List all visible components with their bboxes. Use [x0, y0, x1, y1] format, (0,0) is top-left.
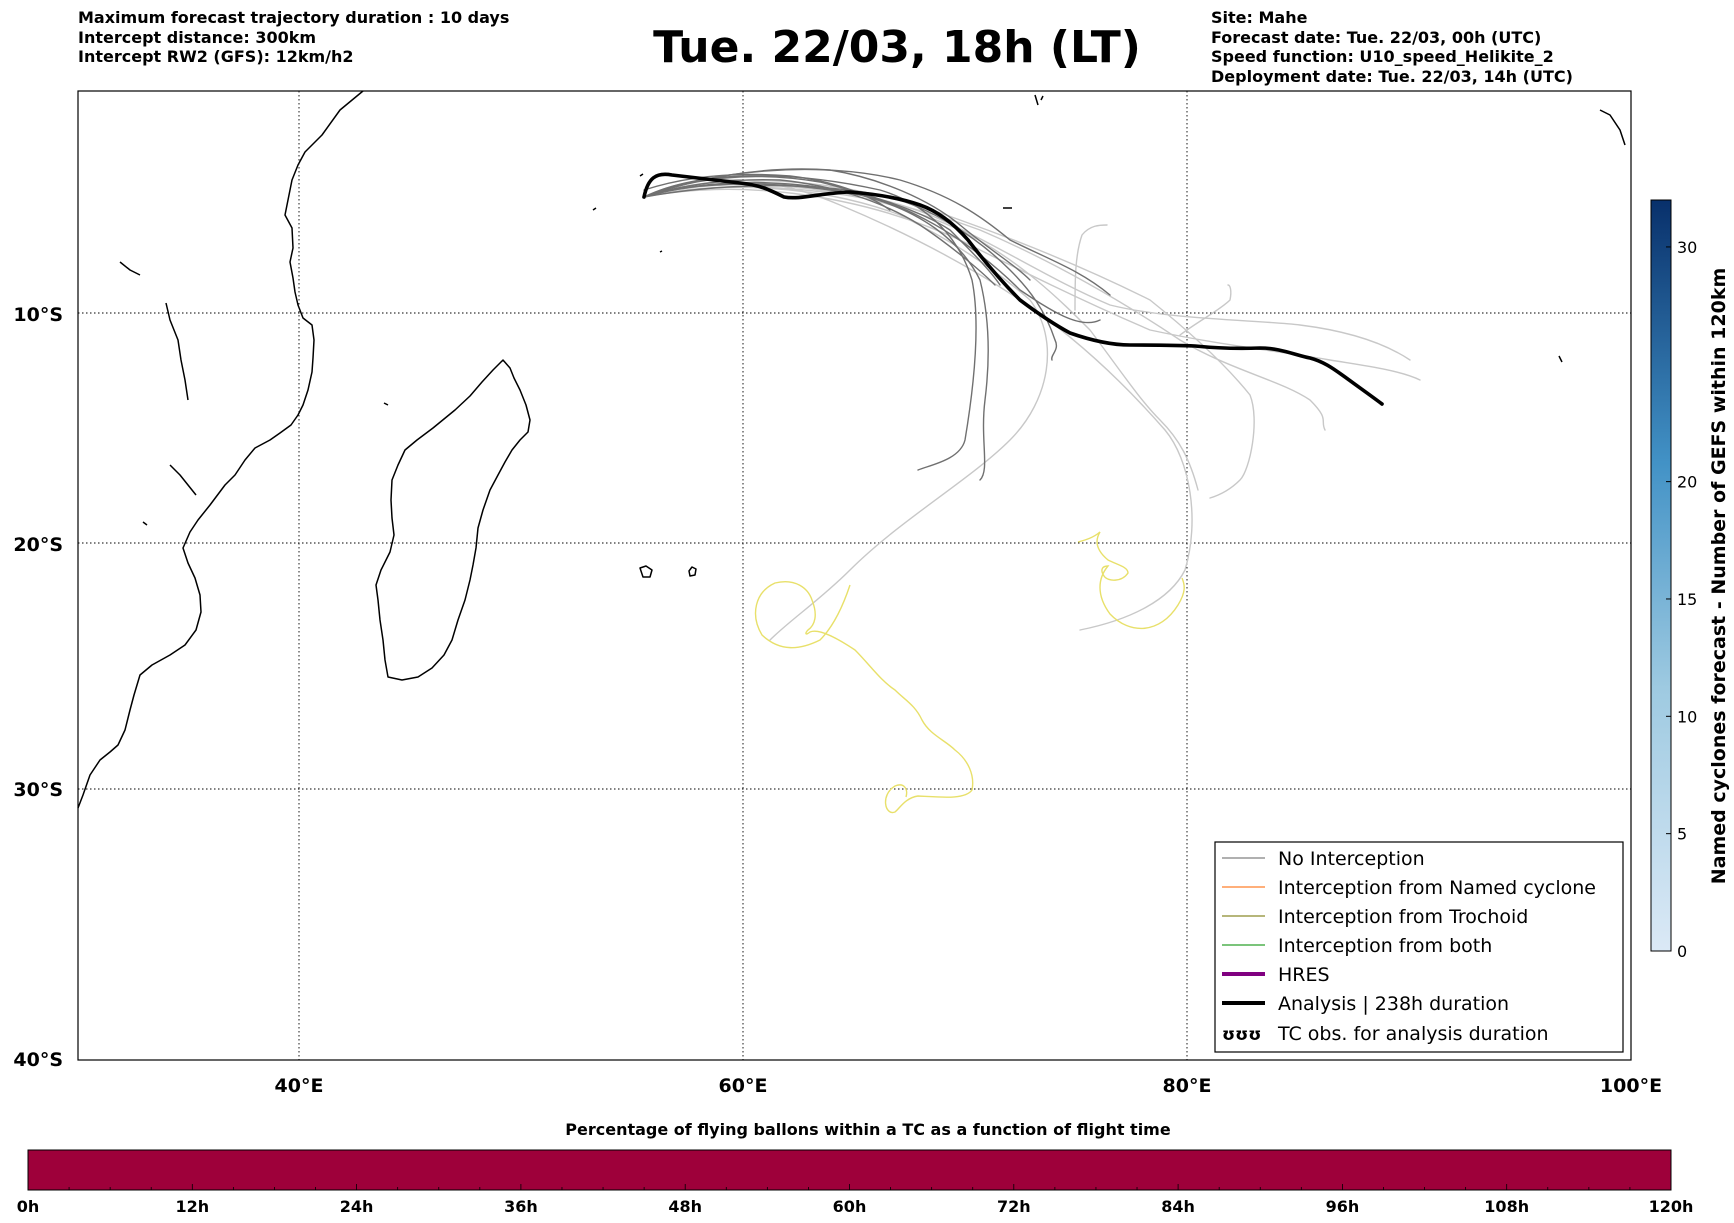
lon-label-80e: 80°E [1163, 1075, 1212, 1097]
colorbar-right-label: Named cyclones forecast - Number of GEFS… [1708, 268, 1730, 885]
colorbar-right-ticks: 0 5 10 15 20 30 [1666, 238, 1697, 961]
legend: ʊʊʊ No Interception Interception from Na… [1214, 841, 1624, 1053]
lat-label-20s: 20°S [13, 534, 63, 556]
legend-swatches: ʊʊʊ [1222, 857, 1265, 1045]
trajectory-light-8 [1074, 224, 1108, 311]
maldives-islands [1034, 94, 1044, 106]
trajectory-light-9 [1179, 284, 1232, 336]
lat-label-10s: 10°S [13, 304, 63, 326]
legend-symbol-tc-obs: ʊʊʊ [1222, 1025, 1261, 1045]
colorbar-right-tick-label: 30 [1677, 238, 1697, 257]
trajectory-dark-9 [643, 173, 891, 211]
africa-coastline [77, 90, 364, 809]
colorbar-bottom-tick-label: 72h [997, 1197, 1031, 1216]
madagascar-coastline [375, 359, 531, 681]
reunion-island [639, 565, 653, 578]
colorbar-bottom-tick-label: 12h [175, 1197, 209, 1216]
comoros-island [383, 402, 389, 406]
lake-victoria [119, 261, 141, 276]
lat-axis-labels: 10°S 20°S 30°S 40°S [13, 304, 63, 1071]
colorbar-right-fill [1650, 199, 1672, 952]
colorbar-bottom-tick-label: 0h [17, 1197, 40, 1216]
lake-tanganyika [165, 302, 189, 401]
colorbar-bottom-tick-label: 120h [1649, 1197, 1694, 1216]
colorbar-right-tick-label: 10 [1677, 707, 1697, 726]
legend-label-both: Interception from both [1278, 935, 1492, 957]
legend-box [1214, 841, 1624, 1053]
mascarene-islands [1003, 207, 1563, 363]
lon-label-60e: 60°E [719, 1075, 768, 1097]
trajectory-dark-7 [643, 168, 1031, 281]
map-title: Tue. 22/03, 18h (LT) [653, 22, 1141, 73]
lake-malawi [169, 464, 197, 496]
lon-label-100e: 100°E [1600, 1075, 1662, 1097]
coastlines [77, 90, 1626, 809]
colorbar-bottom-fill [27, 1149, 1672, 1191]
colorbar-bottom: Percentage of flying ballons within a TC… [17, 1120, 1694, 1216]
colorbar-right-tick-label: 20 [1677, 473, 1697, 492]
forecast-date-text: Forecast date: Tue. 22/03, 00h (UTC) [1211, 27, 1542, 47]
lat-label-40s: 40°S [13, 1049, 63, 1071]
header-info-left: Maximum forecast trajectory duration : 1… [78, 8, 509, 67]
intercept-distance-text: Intercept distance: 300km [78, 27, 317, 47]
speed-function-text: Speed function: U10_speed_Helikite_2 [1211, 47, 1554, 66]
lat-label-30s: 30°S [13, 779, 63, 801]
mozambique-channel-island [142, 521, 148, 526]
colorbar-bottom-tick-label: 108h [1484, 1197, 1529, 1216]
deployment-date-text: Deployment date: Tue. 22/03, 14h (UTC) [1211, 66, 1573, 86]
header-info-right: Site: Mahe Forecast date: Tue. 22/03, 00… [1211, 8, 1573, 86]
lon-label-40e: 40°E [275, 1075, 324, 1097]
legend-label-named-cyclone: Interception from Named cyclone [1278, 877, 1596, 899]
graticule [78, 91, 1631, 1060]
legend-labels: No Interception Interception from Named … [1277, 848, 1596, 1045]
legend-label-analysis: Analysis | 238h duration [1278, 993, 1509, 1015]
trajectory-light-6 [643, 179, 1255, 499]
lon-axis-labels: 40°E 60°E 80°E 100°E [275, 1075, 1663, 1097]
colorbar-bottom-tick-label: 36h [504, 1197, 538, 1216]
trajectory-light-4 [643, 188, 1421, 381]
colorbar-bottom-tick-label: 84h [1161, 1197, 1195, 1216]
intercept-rw2-text: Intercept RW2 (GFS): 12km/h2 [78, 47, 354, 66]
seychelles-islands [592, 173, 663, 253]
colorbar-bottom-tick-label: 24h [340, 1197, 374, 1216]
legend-label-hres: HRES [1278, 964, 1330, 986]
colorbar-bottom-tick-label: 60h [833, 1197, 867, 1216]
yellow-loop-east [1096, 531, 1185, 629]
trajectory-light-5 [643, 186, 1326, 431]
analysis-track [642, 172, 1384, 406]
colorbar-right-tick-label: 15 [1677, 590, 1697, 609]
colorbar-bottom-tick-label: 48h [668, 1197, 702, 1216]
yellow-trajectories [754, 531, 1185, 814]
colorbar-bottom-title: Percentage of flying ballons within a TC… [565, 1120, 1171, 1139]
yellow-loop-west [754, 581, 974, 814]
legend-label-no-interception: No Interception [1278, 848, 1425, 870]
colorbar-bottom-ticks: 0h 12h 24h 36h 48h 60h 72h 84h 96h 108h 120h [17, 1184, 1694, 1216]
max-duration-text: Maximum forecast trajectory duration : 1… [78, 8, 510, 27]
site-text: Site: Mahe [1211, 8, 1308, 27]
yellow-tail-east [1077, 531, 1101, 543]
mauritius-island [688, 566, 697, 577]
colorbar-right: 0 5 10 15 20 30 Named cyclones forecast - Num… [1650, 199, 1730, 961]
legend-label-trochoid: Interception from Trochoid [1278, 906, 1528, 928]
colorbar-bottom-tick-label: 96h [1326, 1197, 1360, 1216]
ensemble-trajectories [643, 168, 1421, 641]
colorbar-right-tick-label: 5 [1677, 825, 1687, 844]
legend-label-tc-obs: TC obs. for analysis duration [1277, 1023, 1549, 1045]
sri-lanka-coastline [1599, 109, 1626, 146]
colorbar-right-tick-label: 0 [1677, 942, 1687, 961]
